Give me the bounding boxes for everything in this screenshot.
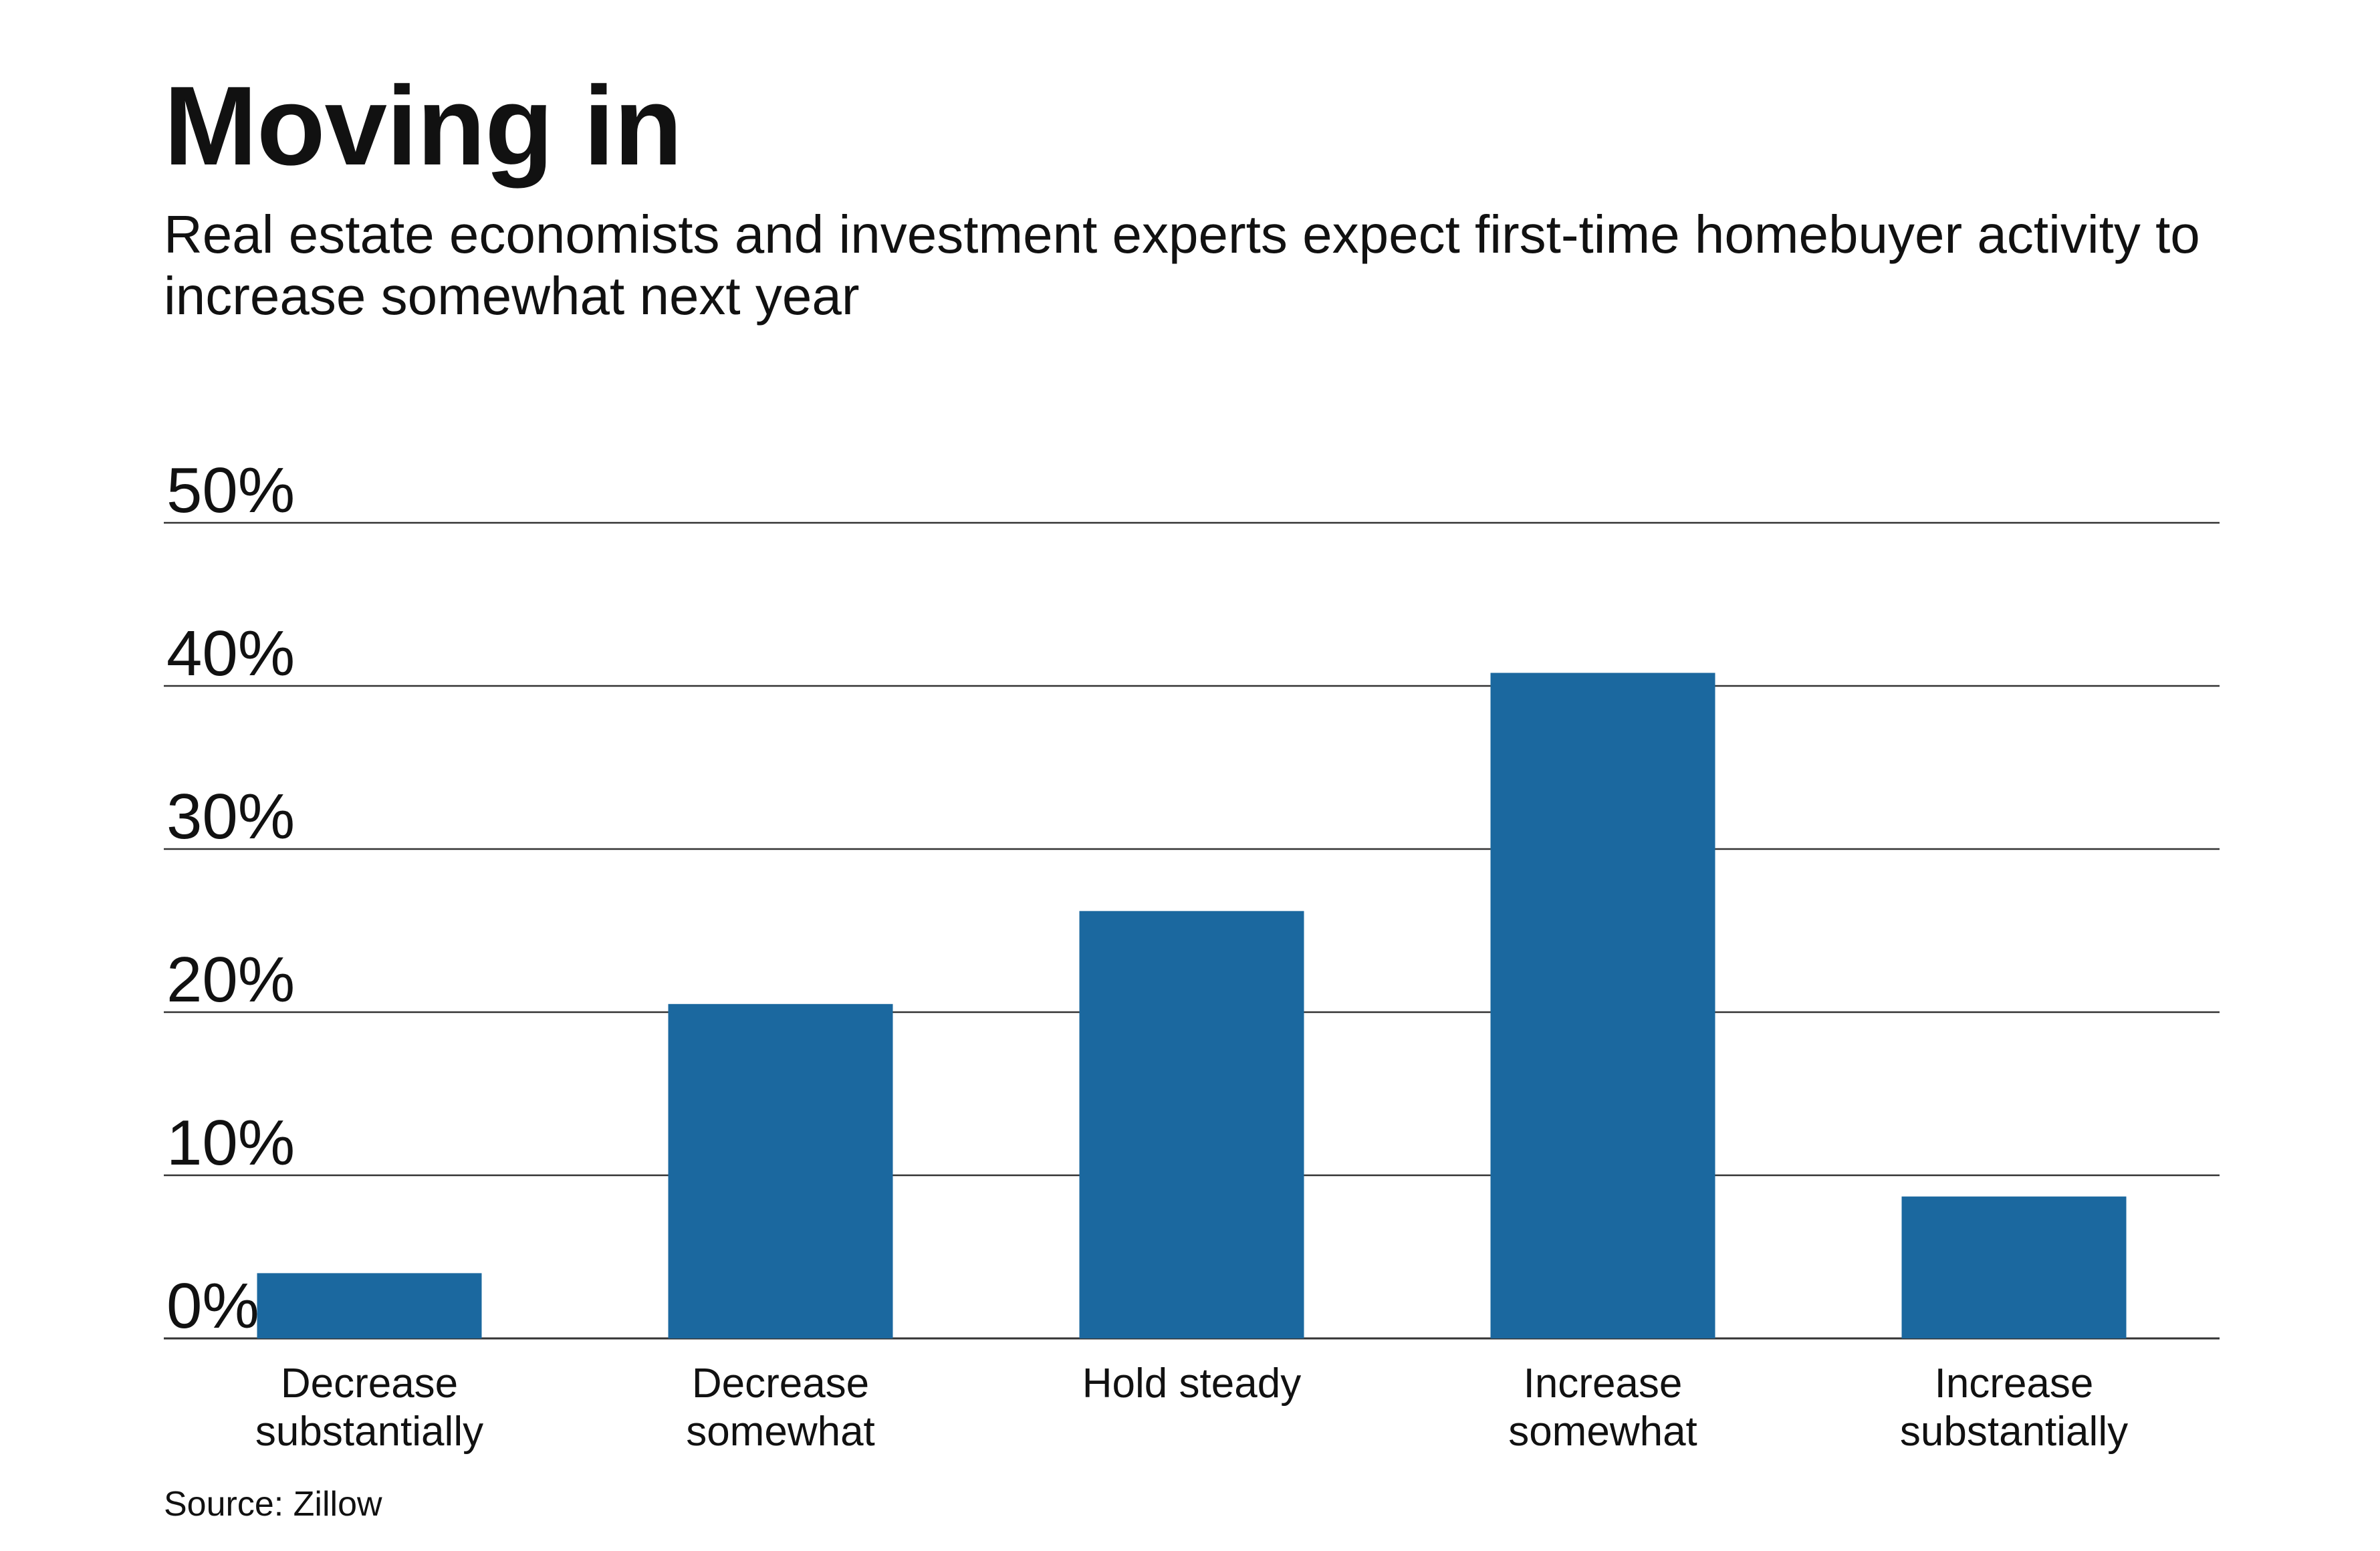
source-note: Source: Zillow <box>164 1485 382 1524</box>
bar <box>257 1273 482 1338</box>
y-tick-label: 50% <box>166 455 295 526</box>
y-tick-label: 40% <box>166 618 295 689</box>
x-tick-label: Increase substantially <box>1900 1360 2128 1455</box>
bar <box>1490 673 1715 1338</box>
chart-title: Moving in <box>164 63 683 189</box>
x-tick-label: Decrease somewhat <box>686 1360 875 1455</box>
y-tick-label: 0% <box>166 1270 259 1342</box>
x-tick-label: Decrease substantially <box>255 1360 483 1455</box>
y-tick-label: 10% <box>166 1107 295 1179</box>
x-tick-label: Hold steady <box>1082 1360 1301 1407</box>
bar <box>1901 1196 2127 1338</box>
x-tick-label: Increase somewhat <box>1508 1360 1697 1455</box>
y-tick-label: 20% <box>166 944 295 1016</box>
bar <box>668 1003 893 1338</box>
y-tick-label: 30% <box>166 781 295 852</box>
chart-subtitle: Real estate economists and investment ex… <box>164 205 2200 326</box>
bar <box>1079 911 1304 1338</box>
